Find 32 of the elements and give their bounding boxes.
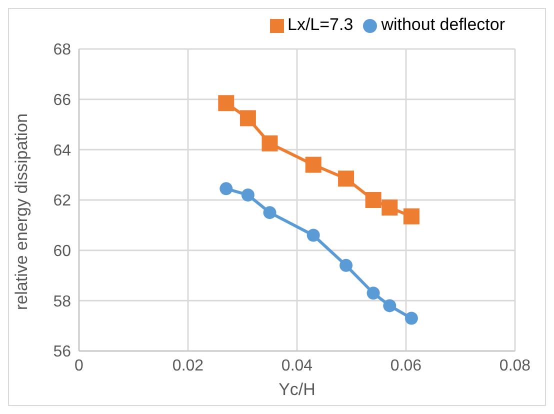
- point: [220, 182, 233, 196]
- y-axis-title: relative energy dissipation: [12, 113, 32, 310]
- x-axis-title: Yc/H: [278, 380, 316, 399]
- point: [263, 206, 276, 220]
- y-tick-label: 60: [53, 243, 72, 260]
- y-tick-label: 68: [53, 42, 72, 59]
- legend-label: without deflector: [381, 15, 505, 34]
- point: [366, 286, 380, 300]
- y-tick-label: 64: [53, 142, 72, 160]
- x-tick-label: 0.02: [172, 357, 204, 374]
- point: [340, 258, 353, 272]
- y-tick-label: 56: [53, 344, 72, 361]
- point: [365, 192, 382, 208]
- point: [262, 135, 278, 152]
- point: [338, 170, 354, 187]
- point: [241, 188, 254, 202]
- point: [218, 95, 234, 112]
- y-tick-label: 62: [53, 192, 72, 210]
- y-tick-label: 66: [53, 92, 72, 110]
- legend-label: Lx/L=7.3: [288, 15, 354, 34]
- point: [305, 156, 322, 173]
- point: [404, 312, 418, 325]
- point: [383, 299, 396, 312]
- y-tick-label: 58: [53, 293, 72, 310]
- point: [382, 200, 398, 216]
- x-tick-label: 0.06: [390, 357, 422, 374]
- x-tick-label: 0.08: [499, 357, 531, 374]
- point: [306, 228, 320, 242]
- point: [403, 208, 420, 224]
- x-tick-label: 0.04: [281, 357, 313, 374]
- point: [240, 110, 256, 126]
- x-tick-label: 0: [74, 357, 84, 374]
